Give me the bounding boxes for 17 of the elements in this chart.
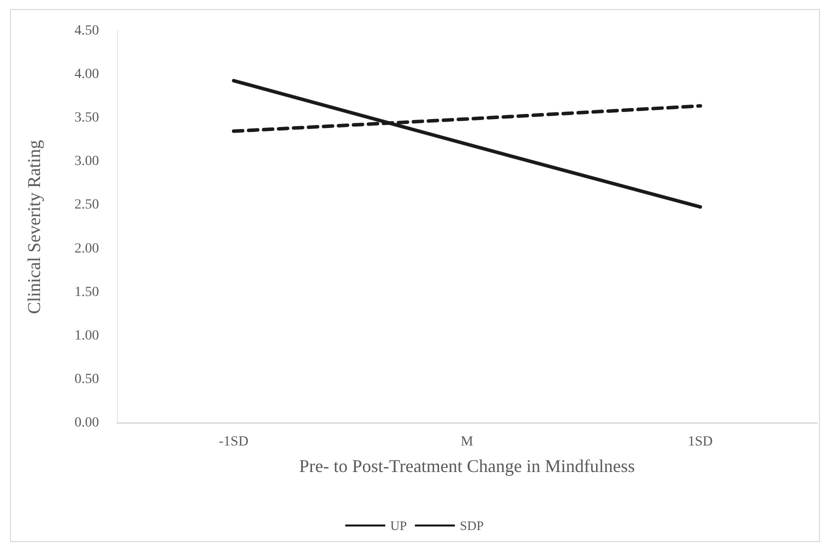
- y-tick-label: 3.00: [74, 154, 99, 170]
- y-tick-label: 0.00: [74, 416, 99, 430]
- x-tick-label: -1SD: [218, 434, 248, 450]
- legend-label: UP: [390, 518, 407, 533]
- y-tick-label: 2.00: [74, 241, 99, 256]
- y-tick-label: 4.50: [74, 24, 99, 38]
- x-axis-title: Pre- to Post-Treatment Change in Mindfulness: [299, 456, 635, 476]
- y-tick-label: 0.50: [74, 372, 99, 387]
- y-tick-label: 1.50: [74, 284, 99, 300]
- y-tick-label: 1.00: [74, 328, 99, 344]
- x-tick-label: 1SD: [688, 434, 713, 450]
- legend-label: SDP: [460, 518, 484, 533]
- y-axis-title: Clinical Severity Rating: [24, 140, 44, 314]
- y-tick-label: 2.50: [74, 198, 99, 213]
- y-tick-label: 3.50: [74, 110, 99, 126]
- y-tick-label: 4.00: [74, 67, 99, 82]
- x-tick-label: M: [460, 434, 474, 450]
